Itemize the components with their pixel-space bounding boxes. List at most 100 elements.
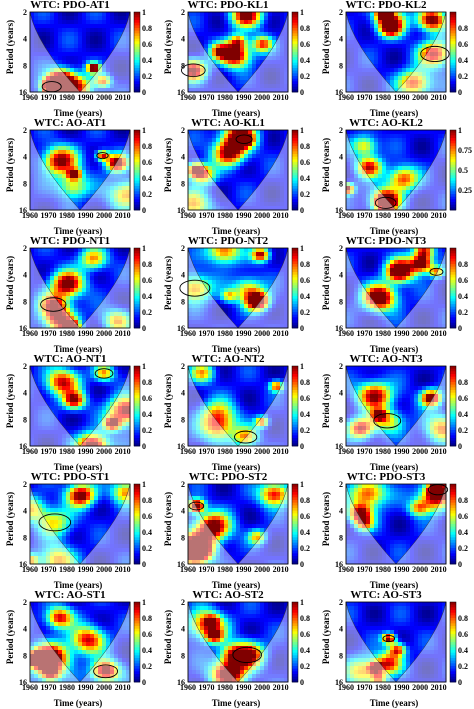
colorbar-tick-label: 1 bbox=[300, 126, 304, 135]
y-tick-label: 8 bbox=[339, 415, 343, 424]
x-tick-label: 1960 bbox=[180, 211, 196, 220]
colorbar-tick-label: 0.8 bbox=[458, 496, 468, 505]
x-tick-label: 1990 bbox=[78, 211, 94, 220]
y-tick-label: 8 bbox=[339, 179, 343, 188]
x-axis-label: Time (years) bbox=[53, 462, 103, 472]
y-tick-label: 16 bbox=[335, 560, 343, 569]
heatmap-cells bbox=[30, 130, 131, 211]
plot-frame bbox=[29, 365, 131, 447]
y-tick-label: 2 bbox=[23, 8, 27, 17]
heatmap-cells bbox=[346, 130, 447, 211]
y-tick-label: 2 bbox=[181, 126, 185, 135]
colorbar-tick-label: 0.6 bbox=[142, 158, 152, 167]
colorbar-tick-label: 0.4 bbox=[300, 646, 310, 655]
colorbar-tick-label: 0.2 bbox=[142, 190, 152, 199]
x-tick-label: 1970 bbox=[357, 211, 373, 220]
y-tick-label: 16 bbox=[19, 206, 27, 215]
colorbar-tick-label: 0 bbox=[458, 678, 462, 687]
colorbar-tick-label: 0.6 bbox=[458, 276, 468, 285]
wtc-panel: WTC: AO-NT2 Period (years) Time (years) 196… bbox=[158, 354, 316, 473]
plot-frame bbox=[345, 11, 447, 93]
significance-contour bbox=[429, 267, 444, 276]
coherence-heatmap: 1960 1970 1980 1990 2000 2010 2 4 8 16 0 0.2 0.4 0.6 0… bbox=[177, 126, 310, 220]
significance-contour bbox=[420, 45, 450, 62]
colorbar-tick-label: 0.2 bbox=[300, 72, 310, 81]
significance-contour bbox=[382, 635, 396, 643]
plot-frame bbox=[345, 601, 447, 683]
x-tick-label: 2000 bbox=[254, 683, 270, 692]
x-tick-label: 2010 bbox=[431, 683, 447, 692]
colorbar-tick-label: 0.6 bbox=[300, 276, 310, 285]
colorbar bbox=[133, 129, 141, 211]
wtc-panel: WTC: AO-KL1 Period (years) Time (years) 196… bbox=[158, 118, 316, 237]
y-tick-label: 8 bbox=[339, 61, 343, 70]
coherence-heatmap: 1960 1970 1980 1990 2000 2010 2 4 8 16 0 0.2 0.4 0.6 0… bbox=[19, 8, 152, 102]
x-tick-label: 2010 bbox=[273, 447, 289, 456]
x-tick-label: 2010 bbox=[273, 565, 289, 574]
x-tick-label: 2000 bbox=[412, 329, 428, 338]
coherence-heatmap: 1960 1970 1980 1990 2000 2010 2 4 8 16 0 0.2 0.4 0.6 0… bbox=[335, 8, 468, 102]
y-tick-label: 8 bbox=[181, 533, 185, 542]
y-tick-label: 2 bbox=[181, 8, 185, 17]
x-tick-label: 1960 bbox=[22, 447, 38, 456]
x-tick-label: 1960 bbox=[338, 447, 354, 456]
wtc-panel: WTC: PDO-KL2 Period (years) Time (years) 19… bbox=[316, 0, 474, 118]
panel-title: WTC: AO-ST1 bbox=[34, 589, 106, 601]
colorbar-tick-label: 0.8 bbox=[300, 142, 310, 151]
x-tick-label: 1960 bbox=[338, 211, 354, 220]
colorbar-tick-label: 0.4 bbox=[142, 528, 152, 537]
colorbar-tick-label: 0.2 bbox=[300, 544, 310, 553]
wtc-panel: WTC: AO-ST1 Period (years) Time (years) 196… bbox=[0, 589, 158, 709]
colorbar-tick-label: 0.6 bbox=[458, 630, 468, 639]
colorbar-tick-label: 0 bbox=[142, 206, 146, 215]
x-tick-label: 1980 bbox=[59, 683, 75, 692]
colorbar-tick-label: 0.2 bbox=[458, 544, 468, 553]
wtc-panel: WTC: PDO-ST2 Period (years) Time (years) 19… bbox=[158, 471, 316, 591]
x-tick-label: 2000 bbox=[412, 93, 428, 102]
y-tick-label: 4 bbox=[181, 153, 185, 162]
x-tick-label: 1980 bbox=[217, 211, 233, 220]
x-tick-label: 2010 bbox=[431, 447, 447, 456]
panel-title: WTC: PDO-ST2 bbox=[188, 471, 268, 483]
colorbar bbox=[291, 365, 299, 447]
colorbar-tick-label: 0.2 bbox=[458, 662, 468, 671]
colorbar-tick-label: 0.6 bbox=[458, 394, 468, 403]
x-tick-label: 1970 bbox=[199, 93, 215, 102]
significance-contour bbox=[40, 297, 67, 312]
y-tick-label: 8 bbox=[23, 651, 27, 660]
panel-title: WTC: AO-ST2 bbox=[192, 589, 264, 601]
y-tick-label: 2 bbox=[339, 480, 343, 489]
wtc-panel: WTC: AO-KL2 Period (years) Time (years) 196… bbox=[316, 118, 474, 237]
y-tick-label: 16 bbox=[335, 206, 343, 215]
coherence-heatmap: 1960 1970 1980 1990 2000 2010 2 4 8 16 0 0.2 0.4 0.6 0… bbox=[335, 362, 468, 456]
colorbar-tick-label: 0 bbox=[142, 560, 146, 569]
colorbar bbox=[133, 247, 141, 329]
y-tick-label: 8 bbox=[181, 61, 185, 70]
heatmap-cells bbox=[188, 484, 289, 565]
y-tick-label: 2 bbox=[339, 8, 343, 17]
wtc-panel: WTC: PDO-KL1 Period (years) Time (years) 19… bbox=[158, 0, 316, 118]
colorbar bbox=[449, 365, 457, 447]
colorbar-tick-label: 0.6 bbox=[300, 630, 310, 639]
colorbar-tick-label: 1 bbox=[142, 126, 146, 135]
y-tick-label: 4 bbox=[181, 271, 185, 280]
wtc-panel: WTC: AO-NT1 Period (years) Time (years) 196… bbox=[0, 354, 158, 473]
colorbar-tick-label: 0.2 bbox=[142, 308, 152, 317]
colorbar-tick-label: 1 bbox=[142, 8, 146, 17]
x-tick-label: 1960 bbox=[338, 683, 354, 692]
x-tick-label: 1990 bbox=[394, 211, 410, 220]
x-tick-label: 1960 bbox=[180, 329, 196, 338]
colorbar-tick-label: 0.4 bbox=[458, 292, 468, 301]
y-tick-label: 2 bbox=[339, 598, 343, 607]
plot-frame bbox=[345, 129, 447, 211]
colorbar-tick-label: 0.2 bbox=[142, 72, 152, 81]
wtc-panel: WTC: PDO-ST1 Period (years) Time (years) 19… bbox=[0, 472, 158, 591]
colorbar-tick-label: 0.4 bbox=[458, 56, 468, 65]
panel-title: WTC: PDO-NT1 bbox=[29, 235, 111, 247]
x-tick-label: 1960 bbox=[22, 683, 38, 692]
colorbar-tick-label: 0.8 bbox=[142, 142, 152, 151]
colorbar bbox=[133, 483, 141, 565]
x-axis-label: Time (years) bbox=[53, 108, 103, 118]
x-tick-label: 2000 bbox=[412, 211, 428, 220]
